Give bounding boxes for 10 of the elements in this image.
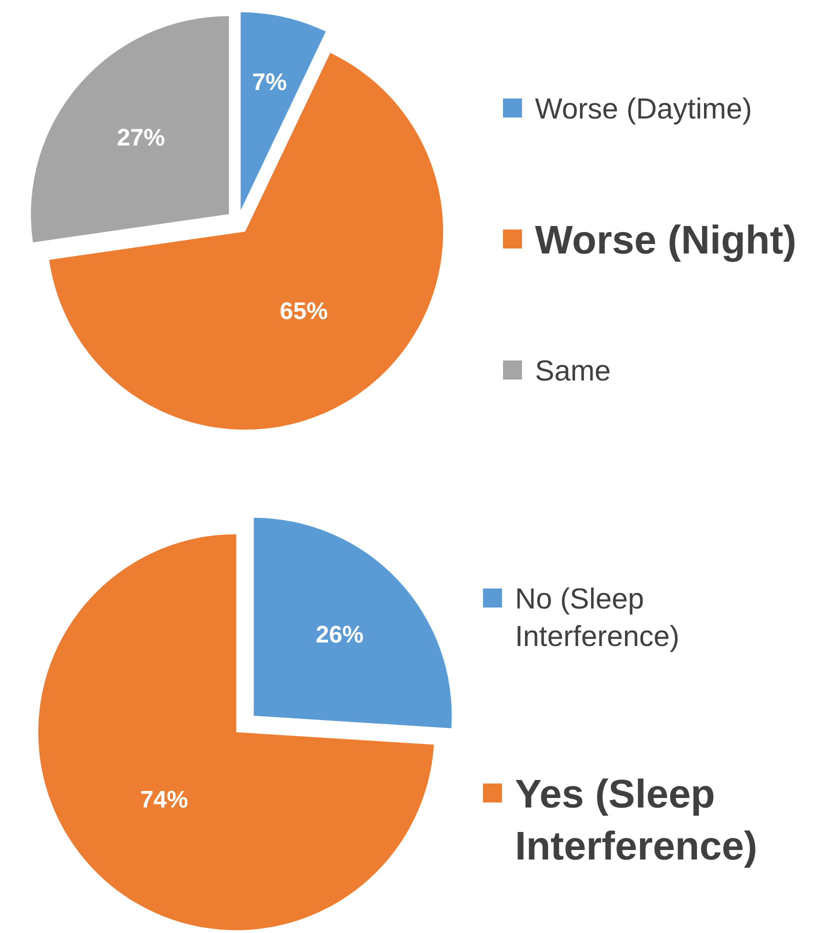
data-label: 27%	[116, 124, 165, 152]
legend-label: No (Sleep Interference)	[515, 583, 680, 654]
legend-label: Yes (Sleep Interference)	[515, 772, 758, 868]
data-label: 26%	[316, 622, 364, 649]
legend-label: Same	[535, 355, 611, 388]
data-label: 74%	[140, 786, 188, 814]
legend-label: Worse (Night)	[535, 218, 796, 262]
data-label: 65%	[280, 298, 328, 325]
legend-label: Worse (Daytime)	[535, 93, 752, 126]
data-label: 7%	[252, 69, 287, 96]
